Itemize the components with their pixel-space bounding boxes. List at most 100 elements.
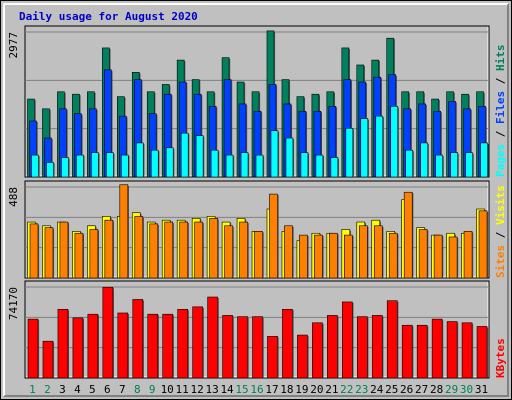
bar-kbytes-day-28 <box>431 318 444 379</box>
x-tick-label: 22 <box>340 383 353 396</box>
bar-kbytes-day-6 <box>102 286 114 379</box>
bar-kbytes-day-29 <box>446 321 459 379</box>
x-tick-label: 6 <box>104 383 111 396</box>
bar-kbytes-day-3 <box>57 308 70 379</box>
x-tick-label: 18 <box>280 383 293 396</box>
bar-sites-day-13 <box>209 218 219 279</box>
bar-sites-day-6 <box>104 219 114 279</box>
x-tick-label: 30 <box>460 383 473 396</box>
bar-kbytes-day-17 <box>267 335 279 379</box>
bar-pages-day-20 <box>315 154 324 178</box>
x-tick-label: 24 <box>370 383 384 396</box>
bar-pages-day-5 <box>91 152 100 178</box>
bar-pages-day-23 <box>360 118 369 178</box>
x-tick-label: 19 <box>295 383 308 396</box>
x-tick-label: 29 <box>445 383 458 396</box>
bar-pages-day-8 <box>135 142 145 178</box>
x-tick-label: 12 <box>191 383 204 396</box>
x-tick-label: 17 <box>265 383 278 396</box>
bar-pages-day-14 <box>225 154 235 178</box>
legend-kbytes: KBytes <box>494 338 507 378</box>
bar-pages-day-24 <box>375 115 384 178</box>
ymax-label: 2977 <box>7 32 20 59</box>
bar-kbytes-day-10 <box>162 313 174 379</box>
bar-pages-day-1 <box>31 154 40 178</box>
bar-pages-day-9 <box>150 149 160 178</box>
bar-pages-day-19 <box>300 152 310 178</box>
x-tick-label: 10 <box>161 383 174 396</box>
bar-kbytes-day-9 <box>147 313 159 379</box>
bar-kbytes-day-23 <box>356 316 369 379</box>
bar-sites-day-27 <box>418 229 429 279</box>
bar-kbytes-day-7 <box>117 312 129 379</box>
bar-kbytes-day-26 <box>401 324 414 379</box>
bar-pages-day-13 <box>210 149 220 178</box>
right-legend: KBytes <box>494 338 507 378</box>
bar-sites-day-22 <box>344 234 354 279</box>
bar-kbytes-day-22 <box>342 301 354 379</box>
right-legend: Pages / Files / Hits <box>494 45 507 178</box>
bar-pages-day-31 <box>480 142 489 178</box>
ymax-label: 488 <box>7 187 20 207</box>
bar-sites-day-21 <box>329 232 339 279</box>
bar-kbytes-day-16 <box>252 316 264 379</box>
bar-sites-day-5 <box>89 229 99 279</box>
x-tick-label: 15 <box>235 383 248 396</box>
bar-sites-day-9 <box>149 223 159 279</box>
bar-sites-day-29 <box>448 236 459 279</box>
bar-pages-day-26 <box>405 149 414 178</box>
bar-sites-day-25 <box>388 232 399 279</box>
bar-pages-day-17 <box>270 130 280 178</box>
x-tick-label: 1 <box>29 383 36 396</box>
x-tick-label: 2 <box>44 383 51 396</box>
bar-kbytes-day-24 <box>371 315 384 379</box>
bar-pages-day-6 <box>106 152 115 178</box>
bar-pages-day-21 <box>330 157 339 178</box>
x-tick-label: 27 <box>415 383 428 396</box>
panel-kbytes: 74170 KBytes <box>7 280 507 379</box>
bar-kbytes-day-8 <box>132 299 144 379</box>
bar-sites-day-1 <box>29 223 40 279</box>
bar-kbytes-day-19 <box>297 334 309 379</box>
legend-pages: Pages <box>494 144 507 177</box>
x-tick-label: 14 <box>220 383 234 396</box>
x-tick-label: 16 <box>250 383 263 396</box>
bar-pages-day-2 <box>46 162 55 178</box>
bar-sites-day-31 <box>478 210 489 279</box>
legend-hits: Hits <box>494 45 507 72</box>
x-tick-label: 26 <box>400 383 413 396</box>
bar-kbytes-day-20 <box>312 322 324 379</box>
bar-pages-day-11 <box>180 132 190 178</box>
x-tick-label: 31 <box>475 383 488 396</box>
ymax-label: 74170 <box>7 287 20 320</box>
x-tick-label: 7 <box>119 383 126 396</box>
bar-pages-day-30 <box>465 152 474 178</box>
bar-pages-day-29 <box>450 152 459 178</box>
bar-pages-day-10 <box>165 147 175 178</box>
bar-pages-day-28 <box>435 154 444 178</box>
bar-kbytes-day-21 <box>327 315 339 379</box>
bar-kbytes-day-4 <box>72 317 85 379</box>
chart-title: Daily usage for August 2020 <box>19 10 198 23</box>
bar-pages-day-25 <box>390 106 399 178</box>
legend-visits: Visits <box>494 185 507 225</box>
bar-kbytes-day-31 <box>476 326 489 379</box>
bar-sites-day-23 <box>358 225 369 279</box>
bar-kbytes-day-30 <box>461 322 474 379</box>
bar-kbytes-day-1 <box>27 318 40 379</box>
bar-sites-day-7 <box>119 184 129 279</box>
bar-pages-day-18 <box>285 137 295 178</box>
x-tick-label: 9 <box>149 383 156 396</box>
bar-kbytes-day-5 <box>87 313 99 379</box>
bar-sites-day-24 <box>373 225 384 279</box>
x-tick-label: 13 <box>205 383 218 396</box>
bar-pages-day-16 <box>255 154 265 178</box>
x-tick-label: 4 <box>74 383 81 396</box>
bar-sites-day-12 <box>194 221 204 279</box>
x-tick-label: 5 <box>89 383 96 396</box>
bar-sites-day-20 <box>314 234 324 279</box>
x-tick-label: 8 <box>134 383 141 396</box>
bar-sites-day-3 <box>59 221 70 279</box>
right-legend: Sites / Visits <box>494 185 507 278</box>
x-tick-label: 11 <box>176 383 189 396</box>
